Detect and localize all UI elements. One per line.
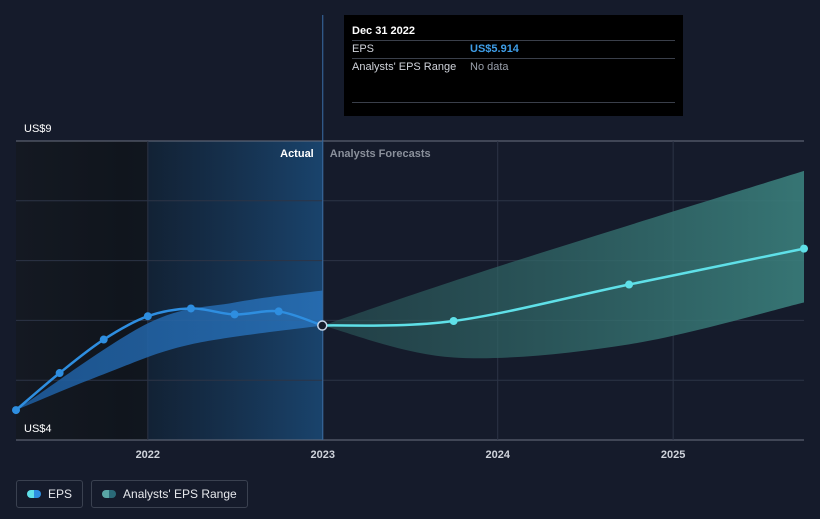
eps-swatch-icon — [27, 490, 41, 498]
hover-highlight-band — [147, 141, 323, 440]
eps-point-actual[interactable] — [143, 312, 152, 321]
eps-point-actual[interactable] — [186, 304, 195, 313]
legend-eps[interactable]: EPS — [16, 480, 84, 508]
x-tick-label: 2025 — [661, 449, 685, 461]
x-tick-label: 2024 — [485, 449, 510, 461]
eps-point-forecast[interactable] — [449, 316, 458, 325]
tooltip-eps-value: US$5.914 — [470, 43, 519, 55]
eps-point-actual[interactable] — [230, 310, 239, 319]
eps-point-actual[interactable] — [274, 307, 283, 316]
legend-eps-label: EPS — [48, 487, 73, 501]
eps-point-forecast[interactable] — [800, 244, 808, 253]
tooltip-eps-label: EPS — [352, 43, 375, 55]
tooltip-range-value: No data — [470, 61, 509, 73]
x-tick-label: 2023 — [311, 449, 335, 461]
eps-line-forecast — [322, 247, 805, 327]
tooltip-spacer — [352, 76, 675, 103]
legend-range[interactable]: Analysts' EPS Range — [91, 480, 248, 508]
y-tick-label: US$4 — [24, 423, 52, 435]
legend: EPS Analysts' EPS Range — [16, 480, 248, 508]
tooltip-row-eps: EPS US$5.914 — [352, 40, 675, 58]
tooltip-row-range: Analysts' EPS Range No data — [352, 58, 675, 76]
eps-range-actual — [16, 290, 323, 411]
region-label-actual: Actual — [280, 148, 314, 160]
region-label-forecast: Analysts Forecasts — [330, 148, 431, 160]
eps-point-selected[interactable] — [317, 320, 328, 331]
tooltip-range-label: Analysts' EPS Range — [352, 61, 457, 73]
x-tick-label: 2022 — [136, 449, 160, 461]
eps-point-actual[interactable] — [99, 335, 108, 344]
eps-point-actual[interactable] — [12, 406, 20, 415]
eps-point-actual[interactable] — [55, 369, 64, 378]
eps-range-forecast — [322, 170, 804, 359]
range-swatch-icon — [102, 490, 117, 498]
tooltip-date: Dec 31 2022 — [352, 25, 415, 37]
y-tick-label: US$9 — [24, 123, 52, 135]
legend-range-label: Analysts' EPS Range — [123, 487, 237, 501]
eps-point-forecast[interactable] — [625, 280, 634, 289]
tooltip: Dec 31 2022 EPS US$5.914 Analysts' EPS R… — [344, 15, 683, 116]
